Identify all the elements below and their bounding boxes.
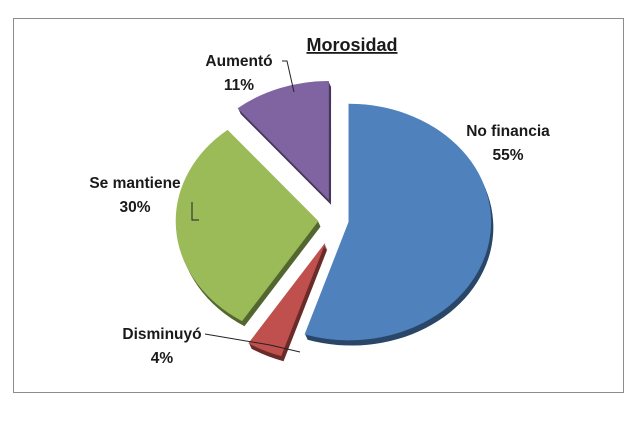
slice-pct-aumento: 11% [224, 77, 254, 94]
slice-se-mantiene [175, 129, 319, 322]
slice-label-disminuyo: Disminuyó [122, 326, 201, 343]
slice-label-aumento: Aumentó [205, 53, 272, 70]
slice-pct-no-financia: 55% [492, 147, 523, 164]
slice-no-financia [304, 103, 492, 341]
leader-line-disminuyo [204, 333, 301, 353]
slice-pct-se-mantiene: 30% [119, 199, 150, 216]
leader-line-aumento [282, 60, 295, 93]
slice-pct-disminuyo: 4% [151, 350, 174, 367]
slice-disminuy- [248, 243, 326, 357]
slice-label-no-financia: No financia [466, 123, 550, 140]
chart-title: Morosidad [306, 35, 397, 55]
leader-line-se-mantiene [191, 202, 199, 221]
slice-label-se-mantiene: Se mantiene [89, 175, 181, 192]
slice-aument- [237, 80, 329, 201]
